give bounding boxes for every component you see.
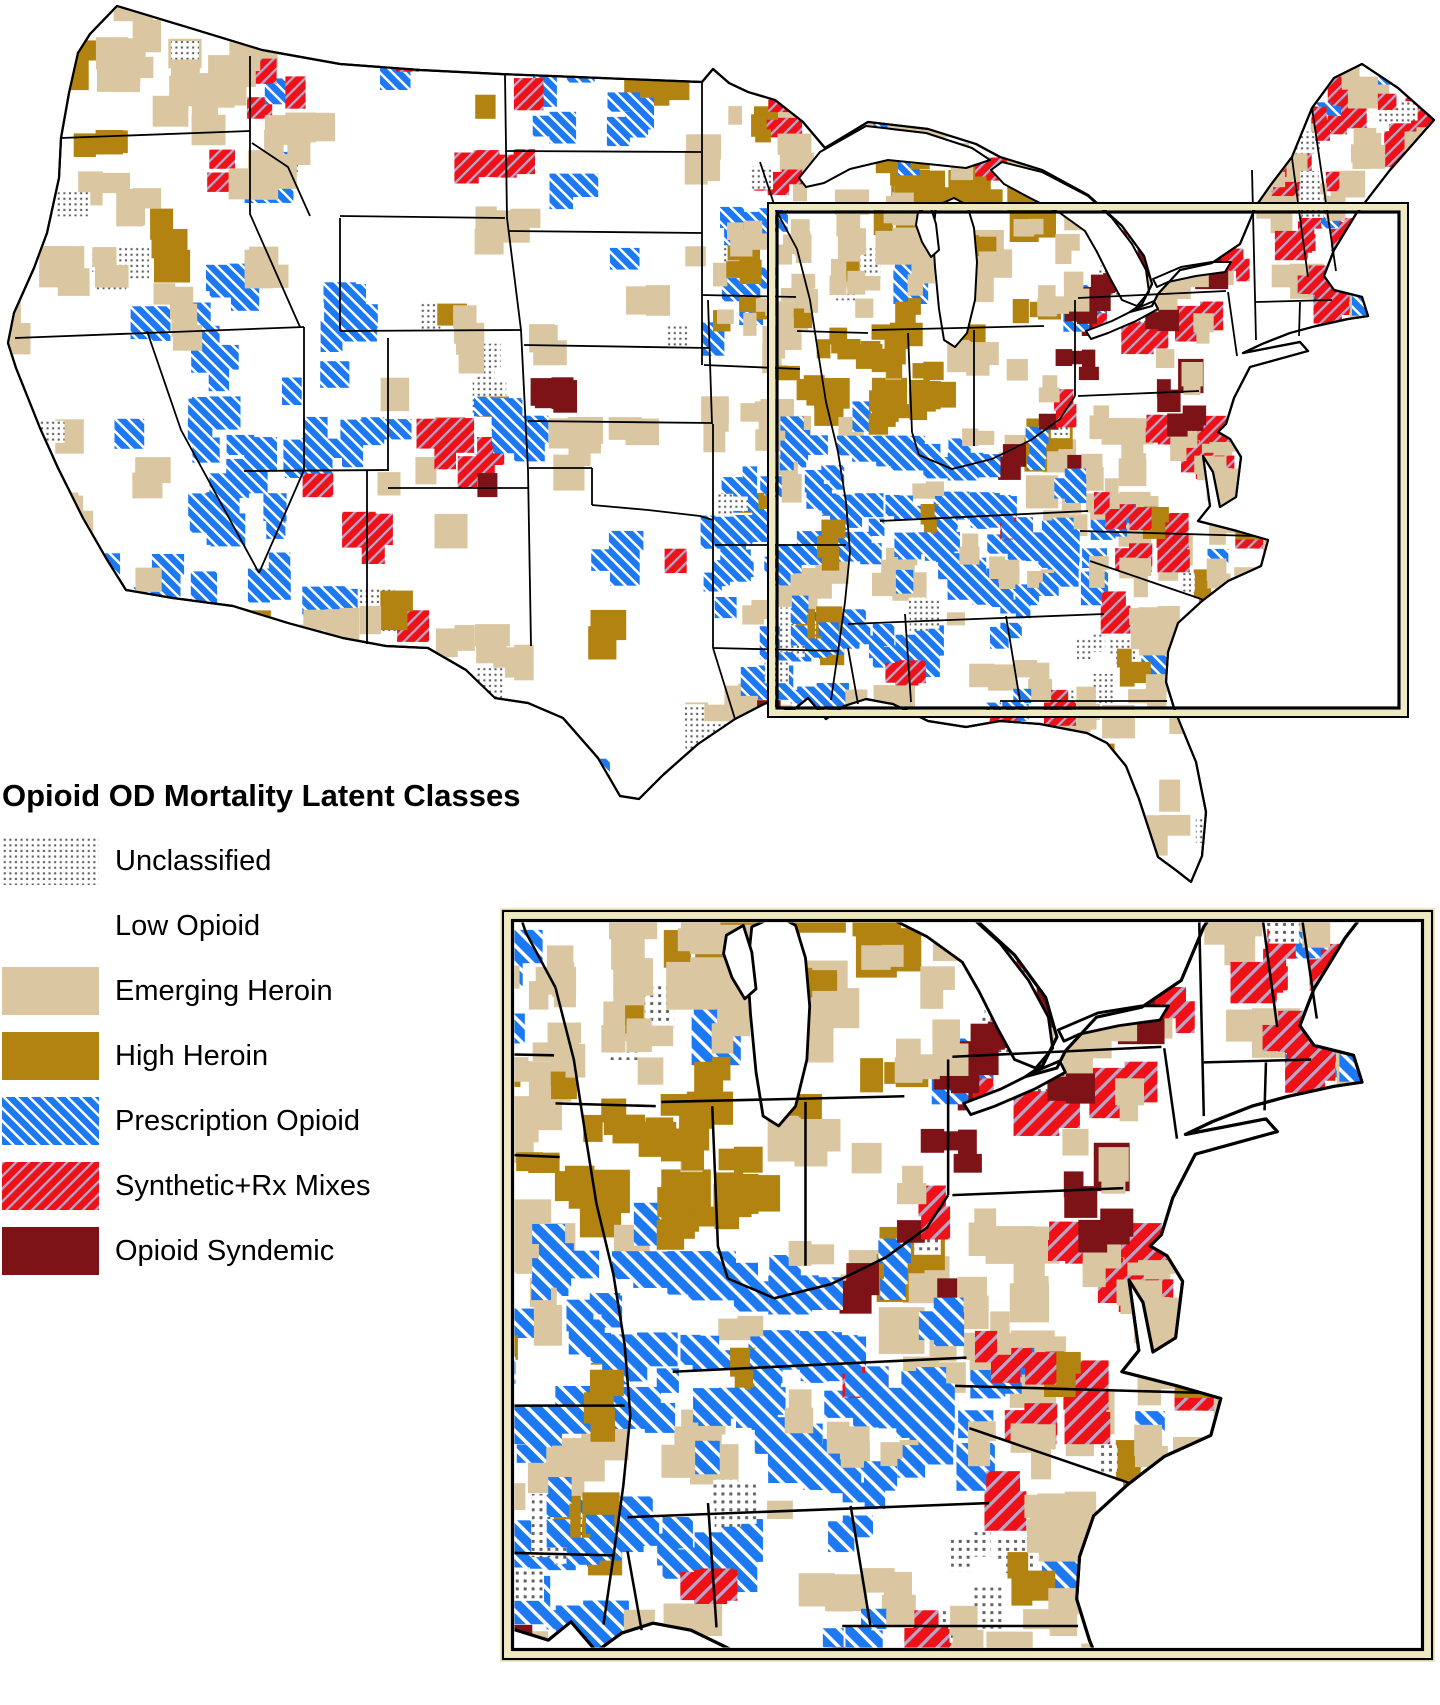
legend-item-high-heroin: High Heroin: [2, 1032, 522, 1081]
legend-label-high-heroin: High Heroin: [115, 1039, 269, 1072]
legend-swatch-synthetic-rx-mixes: [2, 1162, 99, 1211]
legend-item-unclassified: Unclassified: [2, 837, 522, 886]
map-legend: Opioid OD Mortality Latent Classes Uncla…: [2, 778, 522, 1292]
legend-item-synthetic-rx-mixes: Synthetic+Rx Mixes: [2, 1162, 522, 1211]
legend-swatch-high-heroin: [2, 1032, 99, 1081]
us-coast-stroke: [6, 4, 1436, 884]
legend-swatch-low-opioid: [2, 902, 99, 951]
legend-label-low-opioid: Low Opioid: [115, 909, 261, 942]
legend-swatch-unclassified: [2, 837, 99, 886]
lake-ontario: [1152, 261, 1232, 288]
legend-item-emerging-heroin: Emerging Heroin: [2, 967, 522, 1016]
legend-swatch-emerging-heroin: [2, 967, 99, 1016]
inset-frame: [500, 908, 1435, 1662]
map-content-layer: [6, 4, 1436, 884]
legend-label-synthetic-rx-mixes: Synthetic+Rx Mixes: [115, 1169, 371, 1202]
extent-outer-line: [767, 202, 1409, 718]
inset-frame-outer-band: [500, 908, 1435, 1662]
state-boundaries: [14, 56, 1337, 720]
legend-label-unclassified: Unclassified: [115, 844, 272, 877]
legend-label-opioid-syndemic: Opioid Syndemic: [115, 1234, 335, 1267]
legend-swatch-opioid-syndemic: [2, 1227, 99, 1276]
legend-swatch-prescription-opioid: [2, 1097, 99, 1146]
main-us-map: [6, 4, 1436, 884]
legend-item-opioid-syndemic: Opioid Syndemic: [2, 1227, 522, 1276]
inset-frame-outer-line: [501, 909, 1434, 1661]
inset-frame-gold-band: [504, 912, 1431, 1658]
extent-inner-line: [775, 210, 1401, 710]
inset-frame-inner-line: [510, 918, 1425, 1652]
detail-inset-map: [500, 908, 1435, 1662]
lake-superior: [798, 125, 991, 188]
legend-label-prescription-opioid: Prescription Opioid: [115, 1104, 360, 1137]
extent-gold-band: [769, 204, 1407, 716]
legend-item-low-opioid: Low Opioid: [2, 902, 522, 951]
legend-label-emerging-heroin: Emerging Heroin: [115, 974, 333, 1007]
legend-title: Opioid OD Mortality Latent Classes: [2, 778, 521, 813]
great-lakes: [798, 125, 1232, 348]
lake-erie: [1085, 300, 1159, 340]
legend-item-prescription-opioid: Prescription Opioid: [2, 1097, 522, 1146]
inset-extent-box: [767, 202, 1409, 718]
inset-map-content: [514, 922, 1421, 1648]
